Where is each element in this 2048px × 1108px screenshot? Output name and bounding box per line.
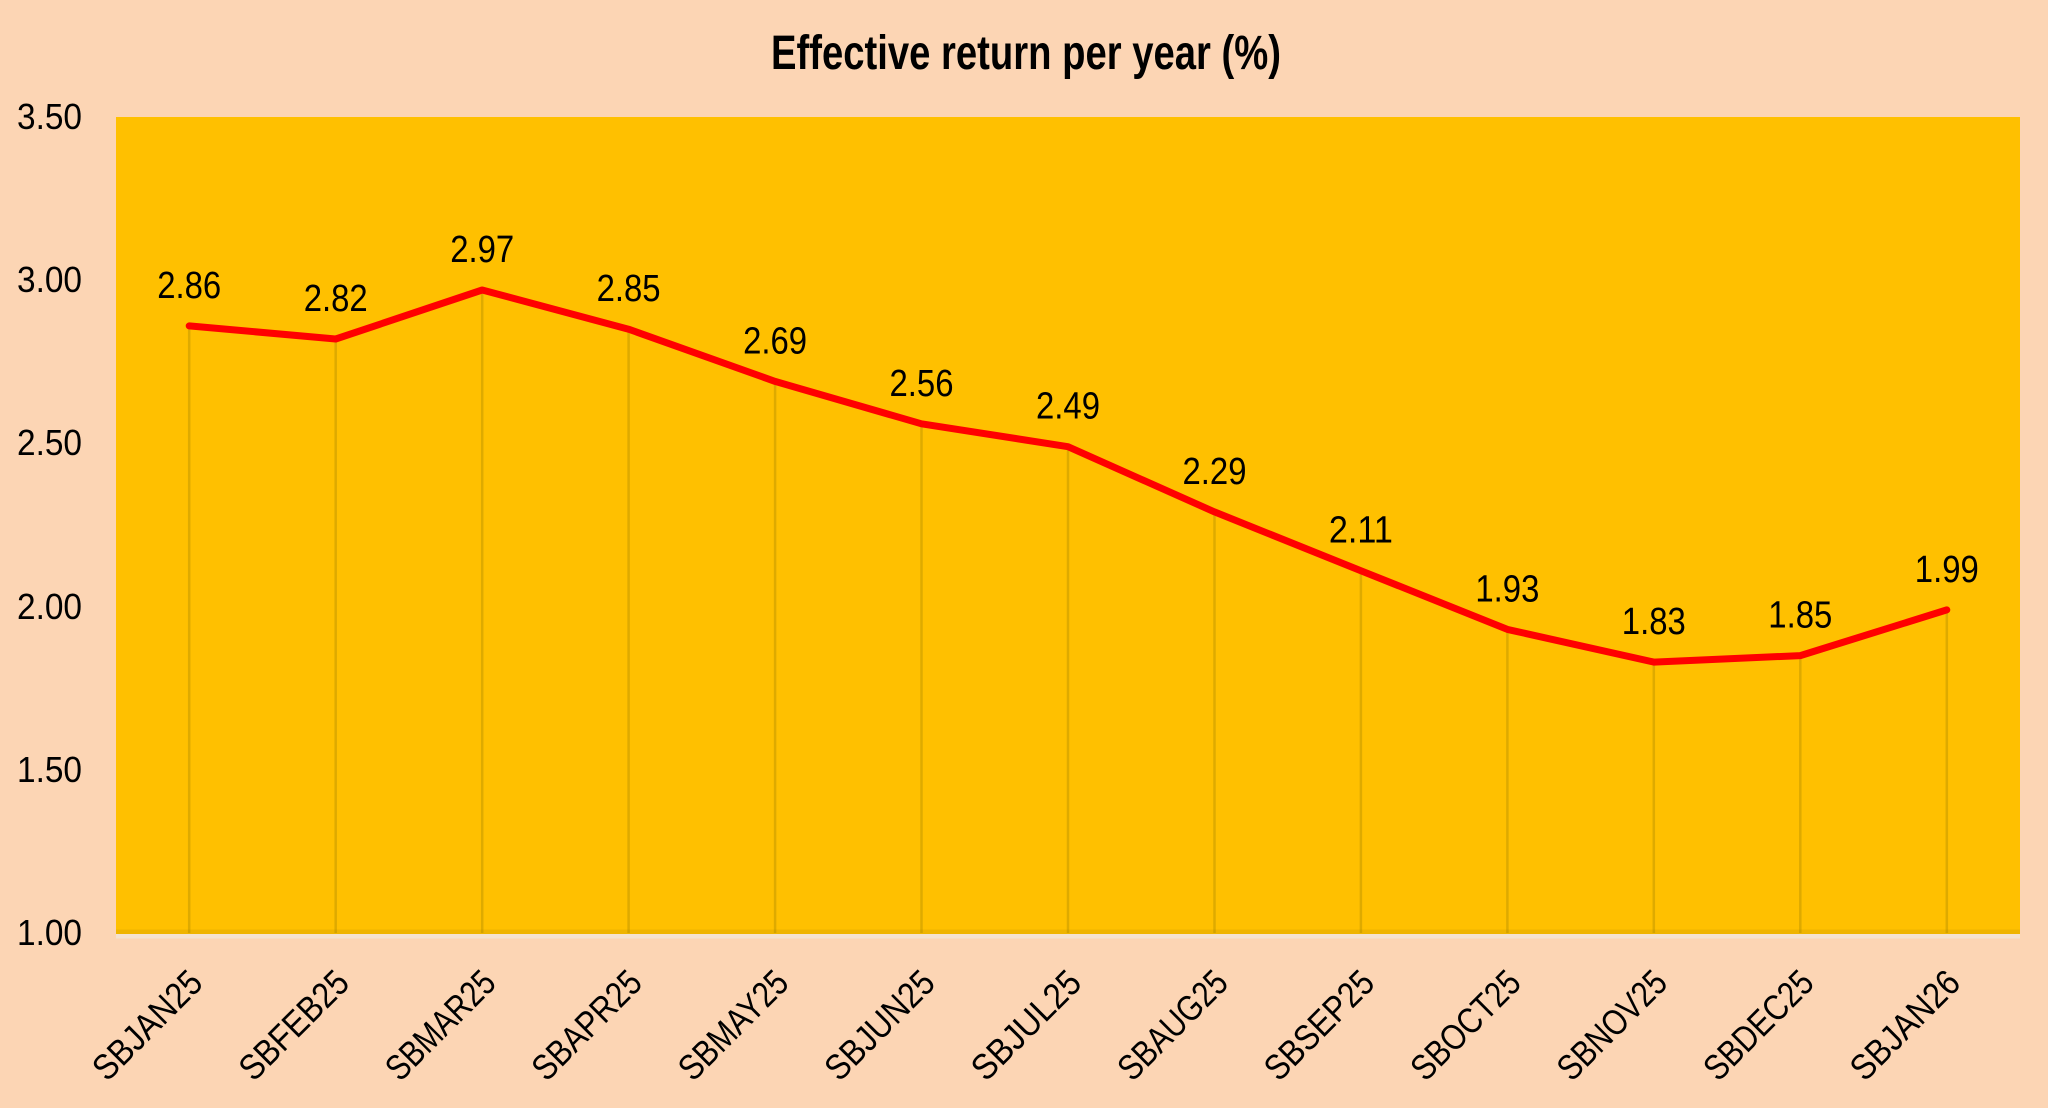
svg-text:2.00: 2.00	[17, 586, 82, 627]
svg-text:SBFEB25: SBFEB25	[230, 962, 357, 1089]
svg-text:1.50: 1.50	[17, 749, 82, 790]
svg-text:SBMAY25: SBMAY25	[670, 962, 797, 1089]
svg-text:SBJUL25: SBJUL25	[963, 962, 1090, 1089]
svg-text:2.97: 2.97	[450, 229, 514, 271]
svg-text:SBOCT25: SBOCT25	[1402, 962, 1529, 1089]
svg-text:SBAUG25: SBAUG25	[1109, 962, 1236, 1089]
svg-text:2.85: 2.85	[597, 268, 661, 310]
svg-text:3.00: 3.00	[17, 259, 82, 300]
svg-text:2.86: 2.86	[157, 265, 221, 307]
svg-text:2.82: 2.82	[304, 278, 368, 320]
svg-text:SBNOV25: SBNOV25	[1548, 962, 1675, 1089]
svg-text:SBJAN25: SBJAN25	[84, 962, 211, 1089]
svg-text:SBJAN26: SBJAN26	[1841, 962, 1968, 1089]
svg-text:1.93: 1.93	[1475, 568, 1539, 610]
svg-text:2.29: 2.29	[1183, 451, 1247, 493]
svg-text:2.11: 2.11	[1329, 510, 1393, 552]
svg-text:SBDEC25: SBDEC25	[1695, 962, 1822, 1089]
svg-text:2.56: 2.56	[890, 363, 954, 405]
svg-text:2.49: 2.49	[1036, 386, 1100, 428]
svg-text:SBSEP25: SBSEP25	[1255, 962, 1382, 1089]
svg-text:1.85: 1.85	[1768, 595, 1832, 637]
svg-text:SBMAR25: SBMAR25	[377, 962, 504, 1089]
svg-text:3.50: 3.50	[17, 96, 82, 137]
svg-text:SBAPR25: SBAPR25	[523, 962, 650, 1089]
svg-text:2.69: 2.69	[743, 320, 807, 362]
svg-text:1.83: 1.83	[1622, 601, 1686, 643]
svg-text:2.50: 2.50	[17, 422, 82, 463]
svg-text:Effective return per year (%): Effective return per year (%)	[771, 27, 1281, 80]
svg-text:1.99: 1.99	[1915, 549, 1979, 591]
svg-text:1.00: 1.00	[17, 912, 82, 953]
svg-text:SBJUN25: SBJUN25	[816, 962, 943, 1089]
